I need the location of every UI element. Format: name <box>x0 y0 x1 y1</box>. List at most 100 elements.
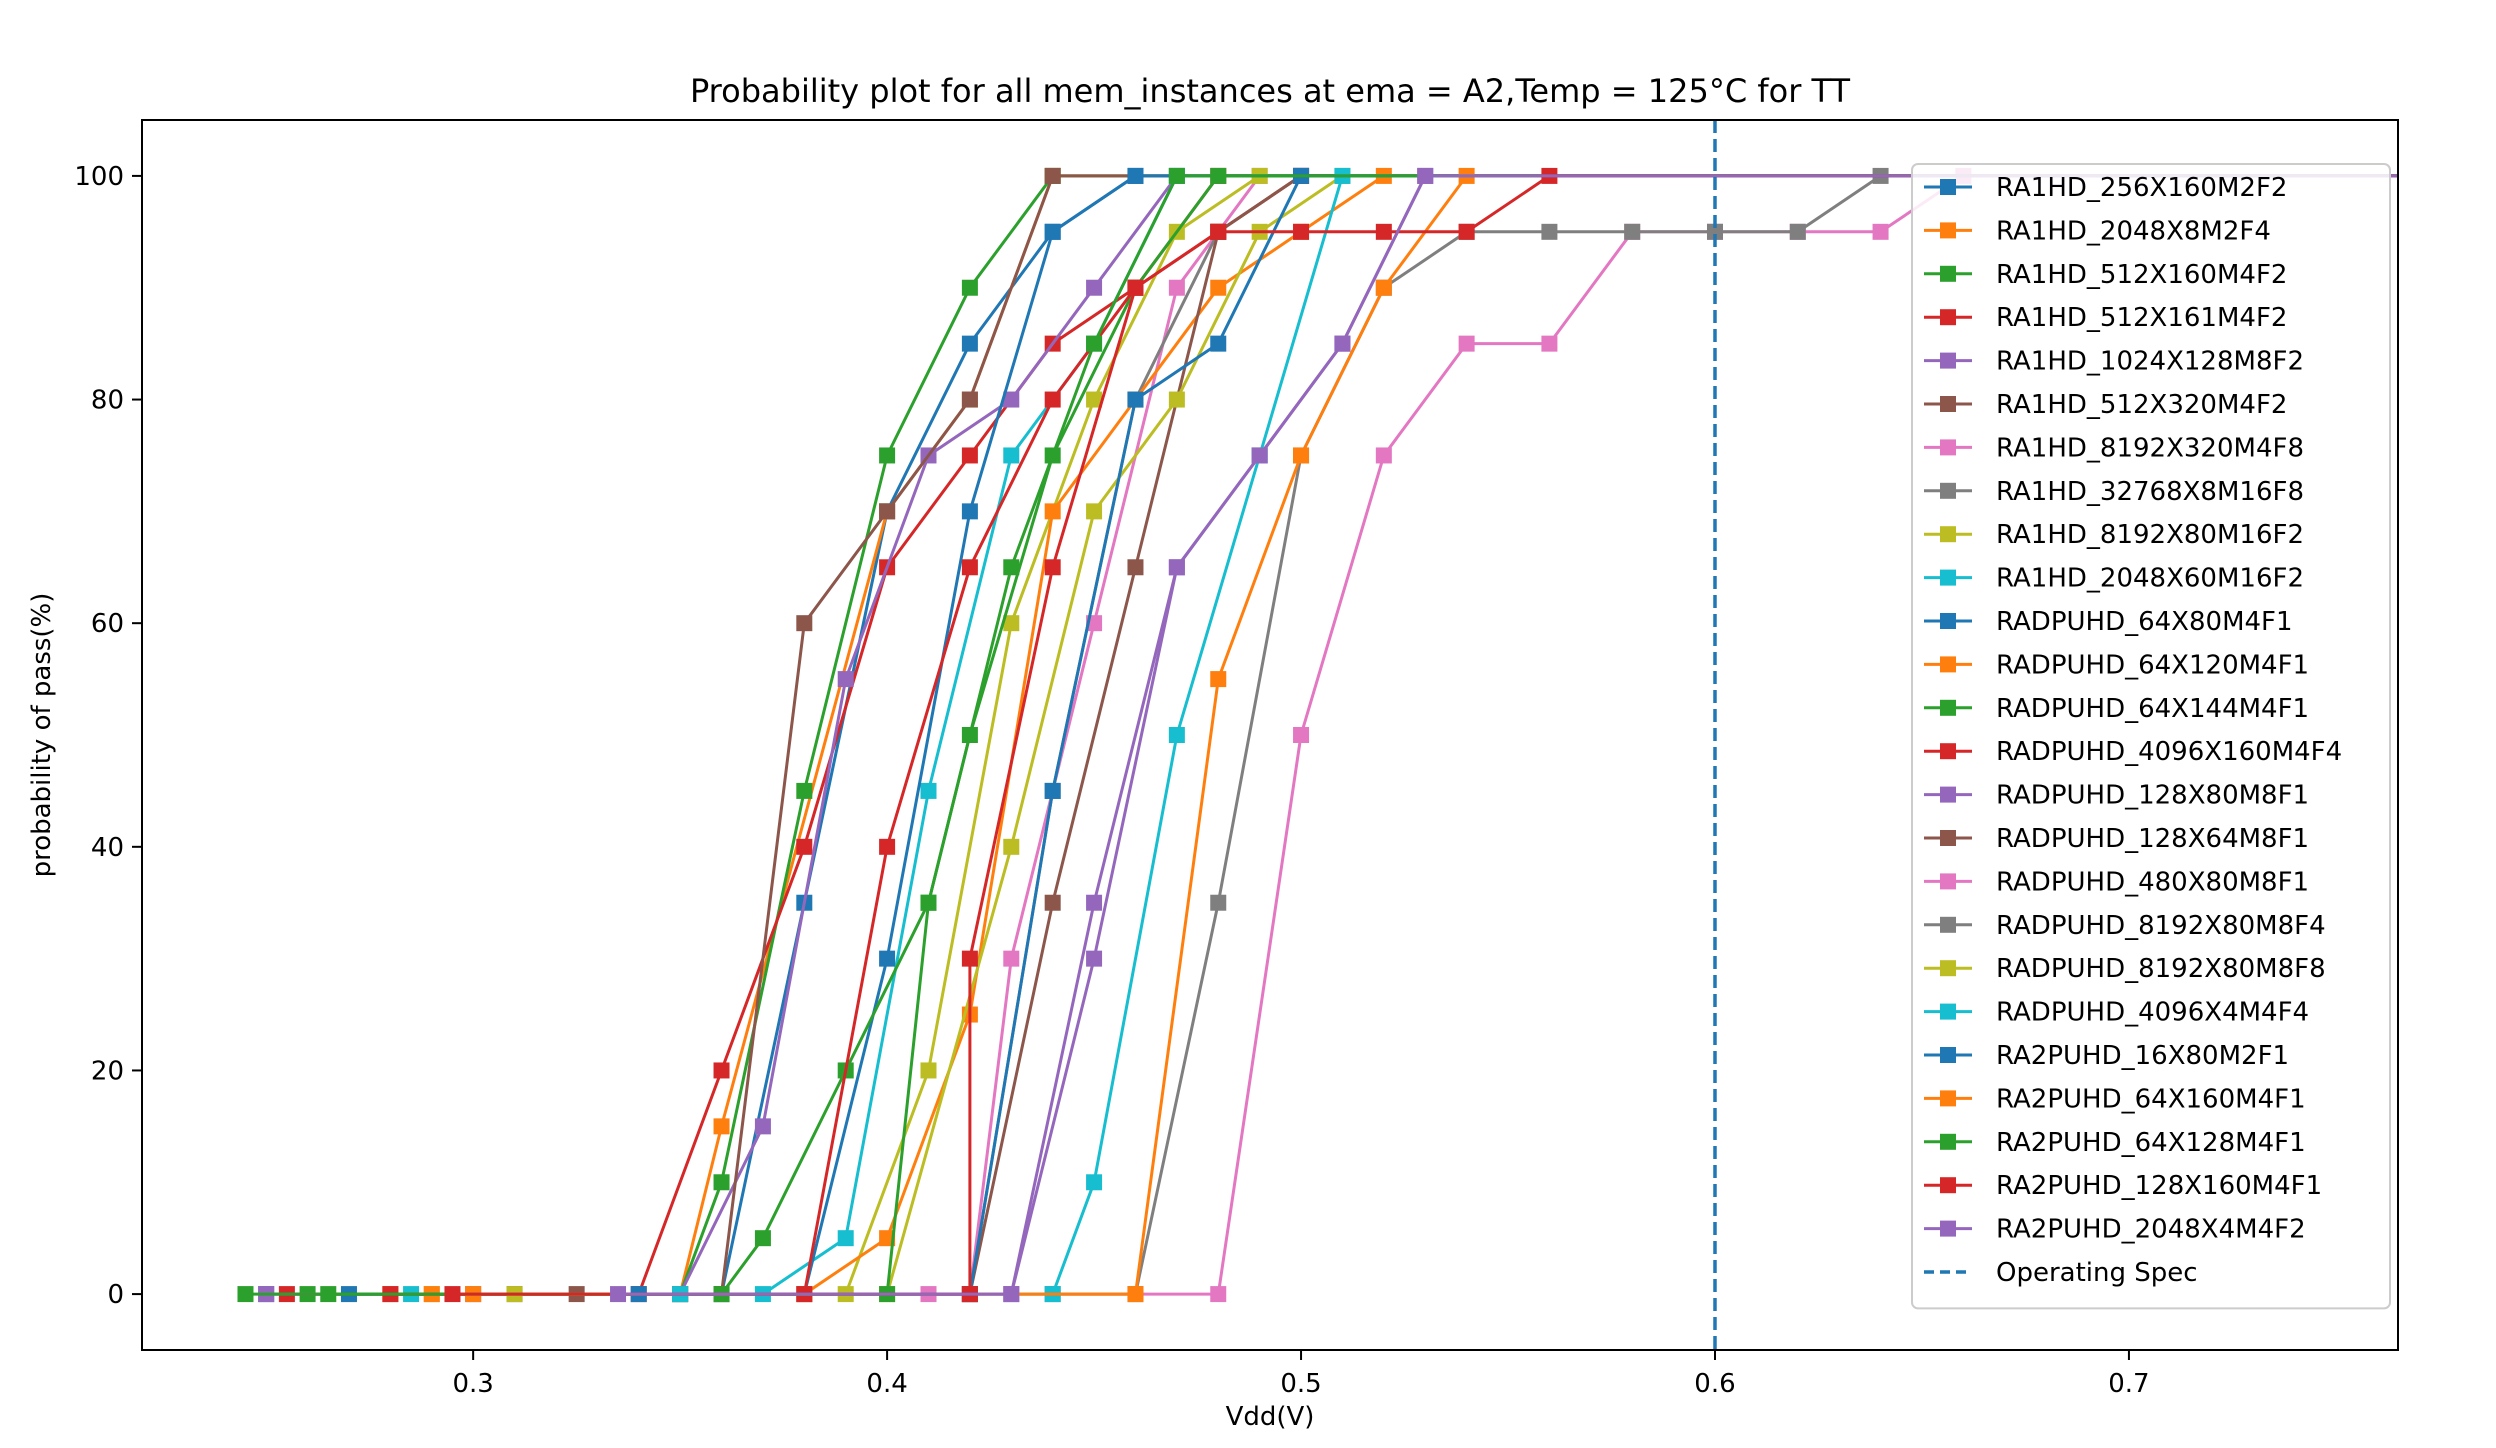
data-point <box>1334 335 1351 352</box>
data-point <box>1003 615 1020 632</box>
data-point <box>1624 223 1641 240</box>
y-tick-label: 40 <box>91 833 124 863</box>
legend-swatch-marker <box>1940 656 1956 673</box>
legend-swatch-marker <box>1940 439 1956 456</box>
data-point <box>1541 335 1558 352</box>
legend-entry: RA1HD_2048X60M16F2 <box>1924 564 2304 594</box>
legend-swatch-marker <box>1940 1133 1956 1150</box>
data-point <box>1251 447 1268 464</box>
data-point <box>796 838 813 855</box>
data-point <box>879 503 896 520</box>
y-tick-label: 100 <box>74 162 124 192</box>
data-point <box>1127 1286 1144 1303</box>
legend-entry: RADPUHD_4096X160M4F4 <box>1924 737 2342 767</box>
legend-label: RADPUHD_64X144M4F1 <box>1996 694 2309 724</box>
data-point <box>1293 223 1310 240</box>
legend-label: RA1HD_1024X128M8F2 <box>1996 347 2304 377</box>
legend-entry: RA1HD_1024X128M8F2 <box>1924 347 2304 377</box>
data-point <box>1417 167 1434 184</box>
data-point <box>1003 950 1020 967</box>
data-point <box>1541 223 1558 240</box>
data-point <box>1168 391 1185 408</box>
data-point <box>1210 279 1227 296</box>
legend-swatch-marker <box>1940 265 1956 282</box>
legend-entry: RADPUHD_64X144M4F1 <box>1924 694 2309 724</box>
legend-label: RA1HD_512X160M4F2 <box>1996 260 2287 290</box>
legend-swatch-marker <box>1940 916 1956 933</box>
y-axis: 0 20 40 60 80 100 <box>74 162 142 1310</box>
legend-entry: RADPUHD_64X120M4F1 <box>1924 650 2309 680</box>
x-tick-label: 0.6 <box>1694 1369 1735 1399</box>
legend-entry: RADPUHD_8192X80M8F8 <box>1924 954 2326 984</box>
legend-swatch-marker <box>1940 222 1956 239</box>
legend-swatch-marker <box>1940 1003 1956 1020</box>
data-point <box>961 335 978 352</box>
data-point <box>1872 223 1889 240</box>
legend-label: RA1HD_8192X80M16F2 <box>1996 520 2304 550</box>
legend-swatch-marker <box>1940 613 1956 629</box>
data-point <box>1086 391 1103 408</box>
legend-entry: RA1HD_8192X80M16F2 <box>1924 520 2304 550</box>
legend-entry: RA1HD_32768X8M16F8 <box>1924 477 2304 507</box>
legend-label: RA1HD_32768X8M16F8 <box>1996 477 2304 507</box>
data-point <box>1293 727 1310 743</box>
legend-swatch-marker <box>1940 1177 1956 1194</box>
data-point <box>961 447 978 464</box>
legend-entry: RA2PUHD_64X160M4F1 <box>1924 1084 2306 1114</box>
legend-label: RA1HD_2048X60M16F2 <box>1996 564 2304 594</box>
legend-swatch-marker <box>1940 786 1956 803</box>
legend-entry: RA1HD_256X160M2F2 <box>1924 173 2287 203</box>
data-point <box>796 782 813 799</box>
legend-swatch-marker <box>1940 569 1956 586</box>
data-point <box>1210 671 1227 688</box>
series-line <box>928 174 2398 1296</box>
data-point <box>1210 894 1227 911</box>
x-tick-label: 0.7 <box>2108 1369 2149 1399</box>
data-point <box>1789 223 1806 240</box>
legend-label: RADPUHD_4096X4M4F4 <box>1996 998 2309 1028</box>
chart-title: Probability plot for all mem_instances a… <box>690 72 1851 110</box>
x-axis-label: Vdd(V) <box>1226 1402 1315 1432</box>
series-RA2PUHD_128X160M4F1 <box>444 167 2398 1303</box>
data-point <box>713 1062 730 1079</box>
legend-label: RADPUHD_128X80M8F1 <box>1996 781 2309 811</box>
data-point <box>920 894 937 911</box>
legend: RA1HD_256X160M2F2 RA1HD_2048X8M2F4 RA1HD_5… <box>1911 163 2391 1310</box>
legend-label: RA1HD_512X320M4F2 <box>1996 390 2287 420</box>
legend-swatch-marker <box>1940 699 1956 716</box>
data-point <box>1003 838 1020 855</box>
data-point <box>879 447 896 464</box>
legend-swatch-marker <box>1940 396 1956 412</box>
series-line <box>1052 174 2398 1296</box>
legend-label: RADPUHD_128X64M8F1 <box>1996 824 2309 854</box>
legend-entry: RADPUHD_8192X80M8F4 <box>1924 911 2326 941</box>
data-point <box>1168 167 1185 184</box>
data-point <box>713 1174 730 1191</box>
legend-label: RADPUHD_4096X160M4F4 <box>1996 737 2342 767</box>
legend-box <box>1911 163 2391 1310</box>
x-tick-label: 0.3 <box>452 1369 493 1399</box>
data-point <box>1458 335 1475 352</box>
legend-label: RA1HD_2048X8M2F4 <box>1996 216 2271 246</box>
legend-label: RADPUHD_8192X80M8F4 <box>1996 911 2326 941</box>
plot-frame <box>141 119 2399 1351</box>
series-line <box>431 174 2398 1296</box>
legend-swatch-marker <box>1940 743 1956 760</box>
data-point <box>1003 447 1020 464</box>
data-point <box>961 950 978 967</box>
data-point <box>1458 223 1475 240</box>
legend-entry: RA1HD_512X161M4F2 <box>1924 303 2287 333</box>
legend-swatch-marker <box>1940 526 1956 543</box>
data-point <box>1168 279 1185 296</box>
legend-swatch-marker <box>1940 830 1956 846</box>
legend-entry: RADPUHD_4096X4M4F4 <box>1924 998 2309 1028</box>
legend-label: RA1HD_512X161M4F2 <box>1996 303 2287 333</box>
legend-entry: RADPUHD_64X80M4F1 <box>1924 607 2293 637</box>
legend-swatch-marker <box>1940 179 1956 195</box>
data-point <box>1375 447 1392 464</box>
data-point <box>1210 1286 1227 1303</box>
data-point <box>1127 279 1144 296</box>
legend-label: RADPUHD_64X80M4F1 <box>1996 607 2293 637</box>
y-tick-label: 60 <box>91 609 124 639</box>
